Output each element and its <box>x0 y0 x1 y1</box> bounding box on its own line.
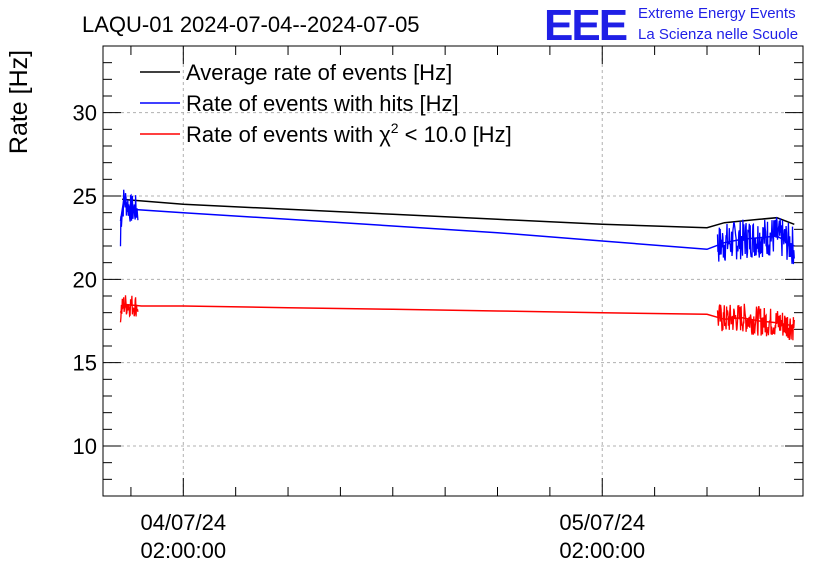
y-tick-label: 20 <box>73 267 97 292</box>
y-tick-label: 30 <box>73 101 97 126</box>
eee-logo: EEE <box>544 1 627 50</box>
series-line-2 <box>119 303 795 327</box>
x-tick-label-time: 02:00:00 <box>559 538 645 563</box>
series-noise-0 <box>119 189 139 247</box>
series-line-1 <box>119 197 795 251</box>
legend-label-avg: Average rate of events [Hz] <box>186 60 452 85</box>
legend: Average rate of events [Hz] Rate of even… <box>140 60 512 147</box>
y-tick-label: 25 <box>73 184 97 209</box>
branding-line2: La Scienza nelle Scuole <box>638 26 798 43</box>
y-tick-label: 15 <box>73 351 97 376</box>
y-axis-label: Rate [Hz] <box>5 50 33 154</box>
eee-branding: EEE Extreme Energy Events La Scienza nel… <box>544 1 798 50</box>
legend-chi2-prefix: Rate of events with χ <box>186 122 391 147</box>
y-tick-labels: 10 15 20 25 30 <box>73 101 97 459</box>
data-series <box>119 189 795 341</box>
series-noise-2 <box>119 295 139 323</box>
legend-label-chi2: Rate of events with χ2 < 10.0 [Hz] <box>186 120 512 147</box>
plot-frame <box>102 45 804 497</box>
branding-line1: Extreme Energy Events <box>638 5 796 22</box>
x-tick-label-date: 05/07/24 <box>559 510 645 535</box>
x-tick-label-date: 04/07/24 <box>140 510 226 535</box>
legend-chi2-suffix: < 10.0 [Hz] <box>399 122 512 147</box>
x-tick-labels: 04/07/24 02:00:00 05/07/24 02:00:00 <box>140 510 645 563</box>
axis-ticks <box>103 45 803 497</box>
series-noise-3 <box>716 303 795 341</box>
y-tick-label: 10 <box>73 434 97 459</box>
x-tick-label-time: 02:00:00 <box>140 538 226 563</box>
legend-label-hits: Rate of events with hits [Hz] <box>186 91 459 116</box>
series-noise-1 <box>716 217 795 265</box>
series-line-0 <box>122 198 795 229</box>
grid-lines <box>103 46 803 496</box>
legend-chi2-sup: 2 <box>391 120 399 136</box>
chart-title: LAQU-01 2024-07-04--2024-07-05 <box>82 12 420 37</box>
